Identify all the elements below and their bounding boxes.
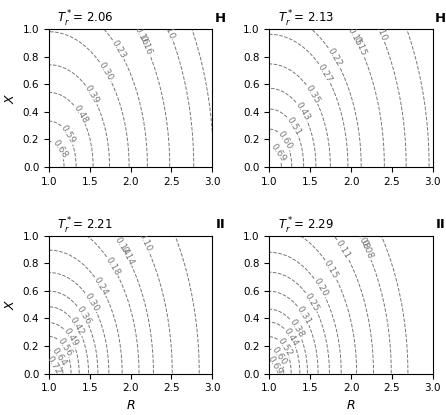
Text: 0.15: 0.15	[346, 26, 363, 48]
X-axis label: $R$: $R$	[346, 399, 356, 412]
Text: 0.38: 0.38	[287, 317, 306, 339]
Text: 0.43: 0.43	[293, 100, 311, 122]
Text: 0.60: 0.60	[270, 346, 289, 367]
Text: 0.42: 0.42	[68, 315, 86, 337]
Text: 0.18: 0.18	[103, 255, 122, 277]
Text: 0.60: 0.60	[276, 129, 294, 151]
Text: 0.15: 0.15	[322, 259, 340, 281]
Y-axis label: $X$: $X$	[4, 299, 17, 310]
Text: 0.35: 0.35	[303, 83, 322, 105]
Text: 0.56: 0.56	[55, 337, 74, 358]
Text: 0.27: 0.27	[316, 62, 334, 84]
Text: $T_r^*$= 2.13: $T_r^*$= 2.13	[277, 9, 334, 29]
Text: 0.22: 0.22	[325, 46, 343, 68]
Text: $T_r^*$= 2.29: $T_r^*$= 2.29	[277, 216, 333, 236]
Text: 0.10: 0.10	[136, 231, 153, 253]
Text: 0.52: 0.52	[276, 337, 294, 359]
Text: 0.14: 0.14	[118, 245, 135, 267]
Text: 0.10: 0.10	[161, 18, 176, 40]
Text: 0.10: 0.10	[372, 20, 388, 42]
Text: $T_r^*$= 2.21: $T_r^*$= 2.21	[57, 216, 113, 236]
Text: 0.16: 0.16	[138, 34, 154, 56]
Text: 0.23: 0.23	[110, 39, 128, 60]
Text: 0.30: 0.30	[97, 60, 115, 82]
Text: H: H	[435, 12, 446, 24]
Text: 0.31: 0.31	[295, 305, 313, 326]
Text: 0.64: 0.64	[50, 346, 68, 368]
Text: II: II	[436, 218, 446, 231]
Text: 0.16: 0.16	[133, 24, 150, 46]
Text: 0.24: 0.24	[92, 276, 110, 297]
X-axis label: $R$: $R$	[126, 399, 136, 412]
Text: 0.69: 0.69	[265, 354, 284, 376]
Text: 0.15: 0.15	[351, 35, 368, 58]
Text: 0.36: 0.36	[74, 304, 93, 326]
Text: 0.49: 0.49	[61, 327, 79, 349]
Y-axis label: $X$: $X$	[4, 92, 17, 104]
Text: 0.25: 0.25	[303, 291, 321, 313]
Text: H: H	[215, 12, 226, 24]
Text: 0.48: 0.48	[71, 103, 89, 125]
Text: 0.72: 0.72	[45, 355, 63, 376]
Text: 0.39: 0.39	[83, 84, 101, 105]
Text: 0.14: 0.14	[112, 235, 130, 257]
Text: 0.11: 0.11	[334, 238, 352, 260]
Text: 0.08: 0.08	[354, 229, 371, 251]
Text: 0.68: 0.68	[50, 138, 69, 160]
Text: 0.44: 0.44	[282, 326, 300, 348]
Text: $T_r^*$= 2.06: $T_r^*$= 2.06	[57, 9, 114, 29]
Text: 0.30: 0.30	[83, 291, 100, 313]
Text: 0.69: 0.69	[268, 142, 287, 164]
Text: 0.20: 0.20	[311, 277, 329, 299]
Text: 0.08: 0.08	[359, 239, 375, 261]
Text: II: II	[215, 218, 225, 231]
Text: 0.59: 0.59	[59, 124, 77, 146]
Text: 0.51: 0.51	[285, 115, 303, 137]
